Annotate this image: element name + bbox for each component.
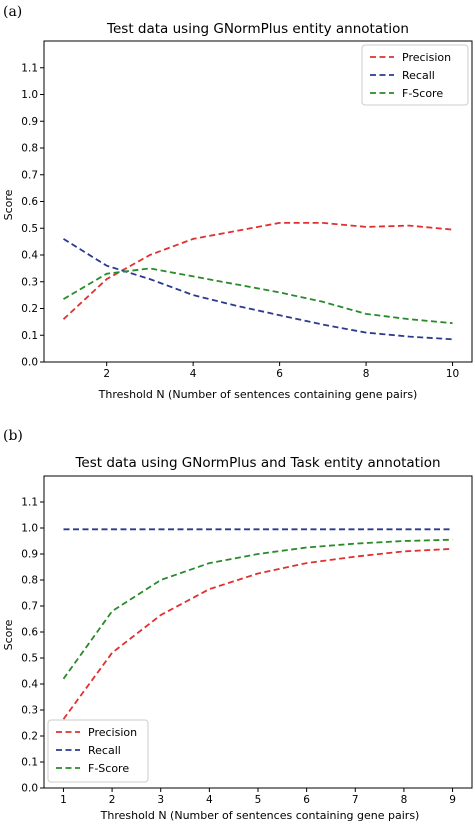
chart-panel-a: (a) Test data using GNormPlus entity ann… [0, 0, 475, 410]
legend-label: Recall [88, 744, 121, 757]
x-tick-label: 10 [446, 368, 459, 380]
legend-label: Precision [88, 726, 137, 739]
x-tick-label: 4 [190, 368, 197, 380]
y-tick-label: 0.5 [21, 653, 38, 665]
y-tick-label: 0.5 [21, 223, 38, 235]
y-axis-label: Score [2, 189, 15, 220]
y-tick-label: 0.0 [21, 357, 38, 369]
y-tick-label: 1.0 [21, 523, 38, 535]
x-tick-label: 1 [60, 794, 67, 806]
y-tick-label: 0.4 [21, 679, 38, 691]
x-tick-label: 2 [103, 368, 110, 380]
x-tick-label: 5 [255, 794, 262, 806]
series-line-precision [62, 547, 453, 720]
y-tick-label: 0.9 [21, 549, 38, 561]
y-tick-label: 0.1 [21, 330, 38, 342]
x-tick-label: 4 [206, 794, 213, 806]
series-line-f-score [63, 267, 453, 325]
panel-label: (a) [3, 4, 22, 20]
y-tick-label: 0.7 [21, 169, 38, 181]
y-tick-label: 1.1 [21, 497, 38, 509]
legend-box [361, 44, 469, 106]
x-tick-label: 8 [401, 794, 408, 806]
x-tick-label: 3 [157, 794, 164, 806]
x-tick-label: 8 [363, 368, 370, 380]
x-axis-label: Threshold N (Number of sentences contain… [98, 388, 418, 401]
legend-label: Recall [402, 69, 435, 82]
chart-a-svg: (a) Test data using GNormPlus entity ann… [2, 4, 473, 401]
panel-label: (b) [3, 428, 23, 444]
chart-panel-b: (b) Test data using GNormPlus and Task e… [0, 410, 475, 826]
y-tick-label: 0.6 [21, 196, 38, 208]
legend-box [47, 719, 149, 783]
y-tick-label: 1.1 [21, 62, 38, 74]
plot-area: 0.0 0.1 0.2 0.3 0.4 0.5 0.6 0.7 0.8 0.9 1.0 1.1 1 2 3 4… [21, 475, 473, 806]
y-tick-label: 0.8 [21, 143, 38, 155]
y-tick-label: 0.0 [21, 783, 38, 795]
y-tick-label: 1.0 [21, 89, 38, 101]
x-tick-label: 9 [449, 794, 456, 806]
x-tick-label: 6 [303, 794, 310, 806]
y-axis-label: Score [2, 619, 15, 650]
series-line-f-score [62, 538, 453, 680]
y-tick-label: 0.4 [21, 250, 38, 262]
y-tick-label: 0.3 [21, 705, 38, 717]
legend-label: Precision [402, 51, 451, 64]
chart-title: Test data using GNormPlus and Task entit… [74, 455, 440, 471]
y-tick-label: 0.7 [21, 601, 38, 613]
y-tick-label: 0.9 [21, 116, 38, 128]
x-tick-label: 7 [352, 794, 359, 806]
chart-b-svg: (b) Test data using GNormPlus and Task e… [2, 428, 473, 822]
x-axis-label: Threshold N (Number of sentences contain… [100, 809, 420, 822]
y-tick-label: 0.6 [21, 627, 38, 639]
y-tick-label: 0.8 [21, 575, 38, 587]
series-line-precision [62, 221, 453, 320]
chart-title: Test data using GNormPlus entity annotat… [106, 21, 409, 37]
y-tick-label: 0.2 [21, 303, 38, 315]
legend: Precision Recall F-Score [361, 44, 469, 106]
x-tick-label: 2 [109, 794, 116, 806]
legend-label: F-Score [402, 87, 443, 100]
x-tick-label: 6 [276, 368, 283, 380]
y-tick-label: 0.2 [21, 731, 38, 743]
plot-area: 0.0 0.1 0.2 0.3 0.4 0.5 0.6 0.7 0.8 0.9 1.0 1.1 2 4 6 8… [21, 40, 473, 380]
y-tick-label: 0.1 [21, 757, 38, 769]
y-tick-label: 0.3 [21, 276, 38, 288]
legend-label: F-Score [88, 762, 129, 775]
legend: Precision Recall F-Score [47, 719, 149, 783]
